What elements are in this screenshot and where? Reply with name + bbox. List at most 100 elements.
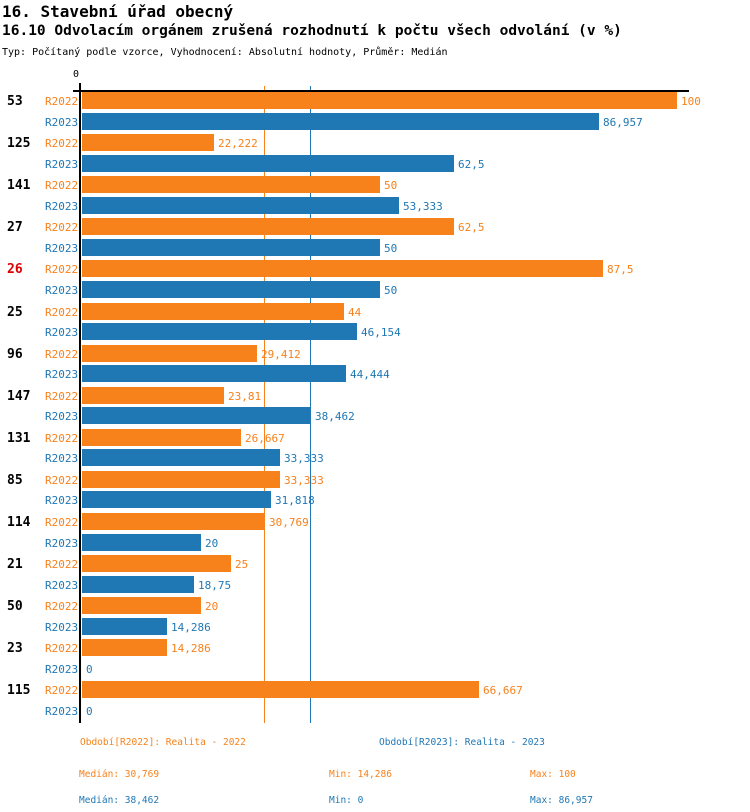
bar-value-label: 50 bbox=[384, 241, 398, 255]
category-label: 53 bbox=[7, 94, 23, 109]
bar-value-label: 100 bbox=[681, 95, 701, 108]
bar-r2023 bbox=[82, 491, 271, 509]
category-label: 25 bbox=[7, 304, 23, 320]
category-label: 23 bbox=[7, 641, 23, 657]
series-label-r2023: R2023 bbox=[45, 368, 79, 382]
series-label-r2023: R2023 bbox=[45, 620, 79, 634]
bar-r2023 bbox=[82, 323, 357, 340]
series-label-r2023: R2023 bbox=[45, 283, 79, 297]
bar-value-label: 29,412 bbox=[261, 347, 301, 361]
series-label-r2022: R2022 bbox=[45, 263, 79, 277]
series-label-r2023: R2023 bbox=[45, 199, 79, 213]
bar-r2022 bbox=[82, 470, 280, 488]
bar-value-label: 20 bbox=[205, 536, 219, 550]
bar-value-label: 62,5 bbox=[458, 157, 485, 171]
bar-r2022 bbox=[82, 344, 257, 362]
bar-r2022 bbox=[82, 134, 214, 152]
bar-r2023 bbox=[82, 575, 194, 593]
bar-value-label: 33,333 bbox=[284, 452, 324, 466]
bar-r2022 bbox=[82, 302, 344, 320]
series-label-r2023: R2023 bbox=[45, 410, 79, 424]
bar-r2023 bbox=[82, 533, 201, 551]
series-label-r2022: R2022 bbox=[45, 179, 79, 193]
bar-r2022 bbox=[82, 218, 454, 236]
category-label: 115 bbox=[7, 683, 31, 699]
bar-value-label: 31,818 bbox=[275, 494, 315, 508]
bar-value-label: 87,5 bbox=[607, 263, 634, 277]
legend-item-r2022: Období[R2022]: Realita - 2022 bbox=[80, 737, 246, 748]
bar-r2022 bbox=[82, 428, 241, 446]
bar-r2023 bbox=[82, 365, 346, 383]
bar-r2023 bbox=[82, 280, 380, 298]
category-label: 147 bbox=[7, 388, 31, 404]
median-line-r2023 bbox=[309, 86, 311, 723]
bar-value-label: 18,75 bbox=[198, 578, 232, 592]
bar-r2022 bbox=[82, 555, 231, 573]
bar-value-label: 53,333 bbox=[403, 199, 443, 213]
stat-max-r2022: Max: 100 bbox=[530, 769, 576, 780]
bar-value-label: 62,5 bbox=[458, 221, 485, 235]
bar-value-label: 14,286 bbox=[171, 642, 211, 656]
stat-min-r2022: Min: 14,286 bbox=[329, 769, 392, 780]
bar-r2023 bbox=[82, 617, 167, 635]
stat-median-r2022: Medián: 30,769 bbox=[79, 769, 160, 780]
series-label-r2023: R2023 bbox=[45, 241, 79, 255]
x-axis-line bbox=[73, 90, 689, 92]
bar-value-label: 20 bbox=[205, 600, 219, 614]
bar-r2022 bbox=[82, 386, 224, 404]
category-label: 26 bbox=[7, 262, 23, 278]
bar-value-label: 22,222 bbox=[218, 137, 258, 151]
series-label-r2022: R2022 bbox=[45, 305, 79, 319]
series-label-r2022: R2022 bbox=[45, 473, 79, 487]
bar-value-label: 0 bbox=[86, 662, 93, 676]
series-label-r2023: R2023 bbox=[45, 115, 79, 129]
series-label-r2022: R2022 bbox=[45, 684, 79, 698]
category-label: 141 bbox=[7, 178, 31, 194]
category-label: 85 bbox=[7, 472, 23, 488]
bar-r2023 bbox=[82, 407, 311, 425]
series-label-r2023: R2023 bbox=[45, 704, 79, 718]
bar-value-label: 86,957 bbox=[603, 115, 643, 129]
series-label-r2023: R2023 bbox=[45, 157, 79, 171]
series-label-r2022: R2022 bbox=[45, 516, 79, 529]
bar-value-label: 66,667 bbox=[483, 684, 523, 698]
series-label-r2022: R2022 bbox=[45, 95, 79, 108]
category-label: 96 bbox=[7, 346, 23, 362]
category-label: 50 bbox=[7, 599, 23, 615]
category-label: 131 bbox=[7, 430, 31, 446]
category-label: 27 bbox=[7, 220, 23, 236]
bar-r2022 bbox=[82, 260, 603, 278]
bar-value-label: 44,444 bbox=[350, 368, 390, 382]
bar-value-label: 50 bbox=[384, 283, 398, 297]
x-axis-origin-tick: 0 bbox=[73, 69, 80, 80]
bar-value-label: 0 bbox=[86, 704, 93, 718]
series-label-r2023: R2023 bbox=[45, 578, 79, 592]
series-label-r2023: R2023 bbox=[45, 536, 79, 550]
bar-value-label: 44 bbox=[348, 305, 362, 319]
category-label: 125 bbox=[7, 136, 31, 152]
series-label-r2022: R2022 bbox=[45, 137, 79, 151]
category-label: 21 bbox=[7, 557, 23, 573]
series-label-r2022: R2022 bbox=[45, 600, 79, 614]
series-label-r2023: R2023 bbox=[45, 494, 79, 508]
series-label-r2022: R2022 bbox=[45, 221, 79, 235]
bar-r2022 bbox=[82, 681, 479, 699]
series-label-r2023: R2023 bbox=[45, 662, 79, 676]
series-label-r2022: R2022 bbox=[45, 642, 79, 656]
chart-title: 16.10 Odvolacím orgánem zrušená rozhodnu… bbox=[2, 23, 622, 39]
series-label-r2022: R2022 bbox=[45, 347, 79, 361]
bar-value-label: 33,333 bbox=[284, 473, 324, 487]
series-label-r2022: R2022 bbox=[45, 431, 79, 445]
bar-value-label: 26,667 bbox=[245, 431, 285, 445]
series-label-r2022: R2022 bbox=[45, 389, 79, 403]
series-label-r2023: R2023 bbox=[45, 452, 79, 466]
page-title: 16. Stavební úřad obecný bbox=[2, 2, 234, 21]
stat-min-r2023: Min: 0 bbox=[329, 795, 364, 806]
bar-value-label: 14,286 bbox=[171, 620, 211, 634]
bar-r2022 bbox=[82, 92, 677, 109]
bar-value-label: 38,462 bbox=[315, 410, 355, 424]
bar-r2022 bbox=[82, 639, 167, 657]
bar-value-label: 25 bbox=[235, 558, 249, 572]
y-axis-line bbox=[79, 83, 81, 723]
